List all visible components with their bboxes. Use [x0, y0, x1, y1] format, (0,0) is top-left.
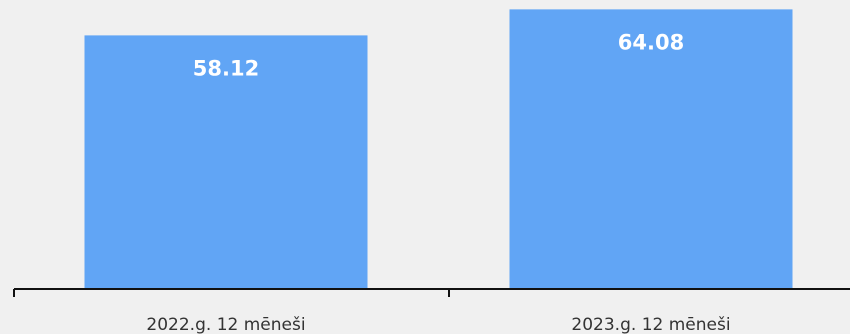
- bar-1: [84, 35, 368, 290]
- x-tick-label-2: 2023.g. 12 mēneši: [571, 315, 730, 334]
- bar-value-label-1: 58.12: [193, 56, 259, 80]
- bar-2: [509, 9, 793, 290]
- x-axis-ticks: [13, 289, 450, 297]
- labels-layer: 58.12 2022.g. 12 mēneši 64.08 2023.g. 12 mē…: [146, 30, 730, 334]
- bars-layer: [84, 9, 793, 290]
- x-tick-label-1: 2022.g. 12 mēneši: [146, 315, 305, 334]
- bar-value-label-2: 64.08: [618, 30, 684, 54]
